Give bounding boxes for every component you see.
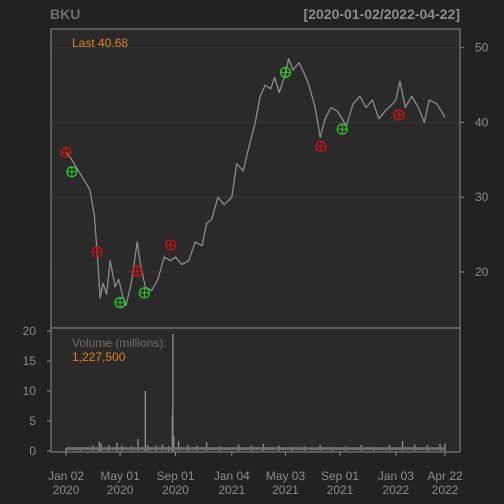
sell-marker	[393, 109, 405, 121]
date-tick-label: May 01	[100, 469, 140, 483]
price-line	[65, 58, 446, 307]
buy-marker	[114, 296, 126, 309]
volume-tick-label: 20	[23, 324, 37, 338]
buy-marker	[336, 123, 348, 135]
volume-tick-label: 0	[29, 444, 36, 458]
date-tick-year-label: 2020	[107, 483, 134, 497]
volume-tick-label: 15	[23, 354, 37, 368]
price-series	[65, 58, 446, 307]
sell-marker	[131, 265, 143, 277]
volume-tick-label: 10	[23, 384, 37, 398]
sell-marker	[60, 146, 72, 158]
sell-marker	[164, 239, 177, 251]
buy-marker	[279, 66, 292, 79]
last-price-label: Last 40.68	[72, 36, 128, 50]
price-tick-label: 40	[475, 115, 489, 129]
buy-marker	[138, 287, 151, 299]
sell-marker	[315, 140, 327, 153]
volume-series	[65, 334, 446, 451]
date-tick-label: Sep 01	[321, 469, 359, 483]
trade-markers	[60, 66, 405, 309]
date-tick-label: Jan 03	[378, 469, 414, 483]
volume-title: Volume (millions):	[72, 336, 167, 350]
date-tick-year-label: 2022	[383, 483, 410, 497]
price-tick-label: 30	[475, 190, 489, 204]
date-tick-label: Sep 01	[156, 469, 194, 483]
date-tick-year-label: 2020	[162, 483, 189, 497]
volume-value-label: 1,227,500	[72, 350, 126, 364]
chart-title: BKU	[50, 6, 80, 22]
date-tick-year-label: 2021	[272, 483, 299, 497]
volume-tick-label: 5	[29, 414, 36, 428]
volume-panel	[50, 327, 461, 453]
date-tick-label: Apr 22	[427, 469, 463, 483]
sell-marker	[91, 246, 103, 258]
price-tick-label: 50	[475, 41, 489, 55]
date-tick-year-label: 2020	[53, 483, 80, 497]
date-tick-year-label: 2021	[327, 483, 354, 497]
date-tick-year-label: 2022	[432, 483, 459, 497]
price-tick-label: 20	[475, 265, 489, 279]
date-tick-label: Jan 02	[48, 469, 84, 483]
price-panel	[50, 28, 461, 329]
date-tick-label: Jan 04	[214, 469, 250, 483]
date-tick-label: May 03	[266, 469, 306, 483]
buy-marker	[66, 166, 78, 178]
price-axis: 20 30 40 50	[460, 41, 489, 279]
volume-axis: 0 5 10 15 20	[23, 324, 51, 458]
date-range-label: [2020-01-02/2022-04-22]	[304, 6, 460, 22]
date-tick-year-label: 2021	[218, 483, 245, 497]
